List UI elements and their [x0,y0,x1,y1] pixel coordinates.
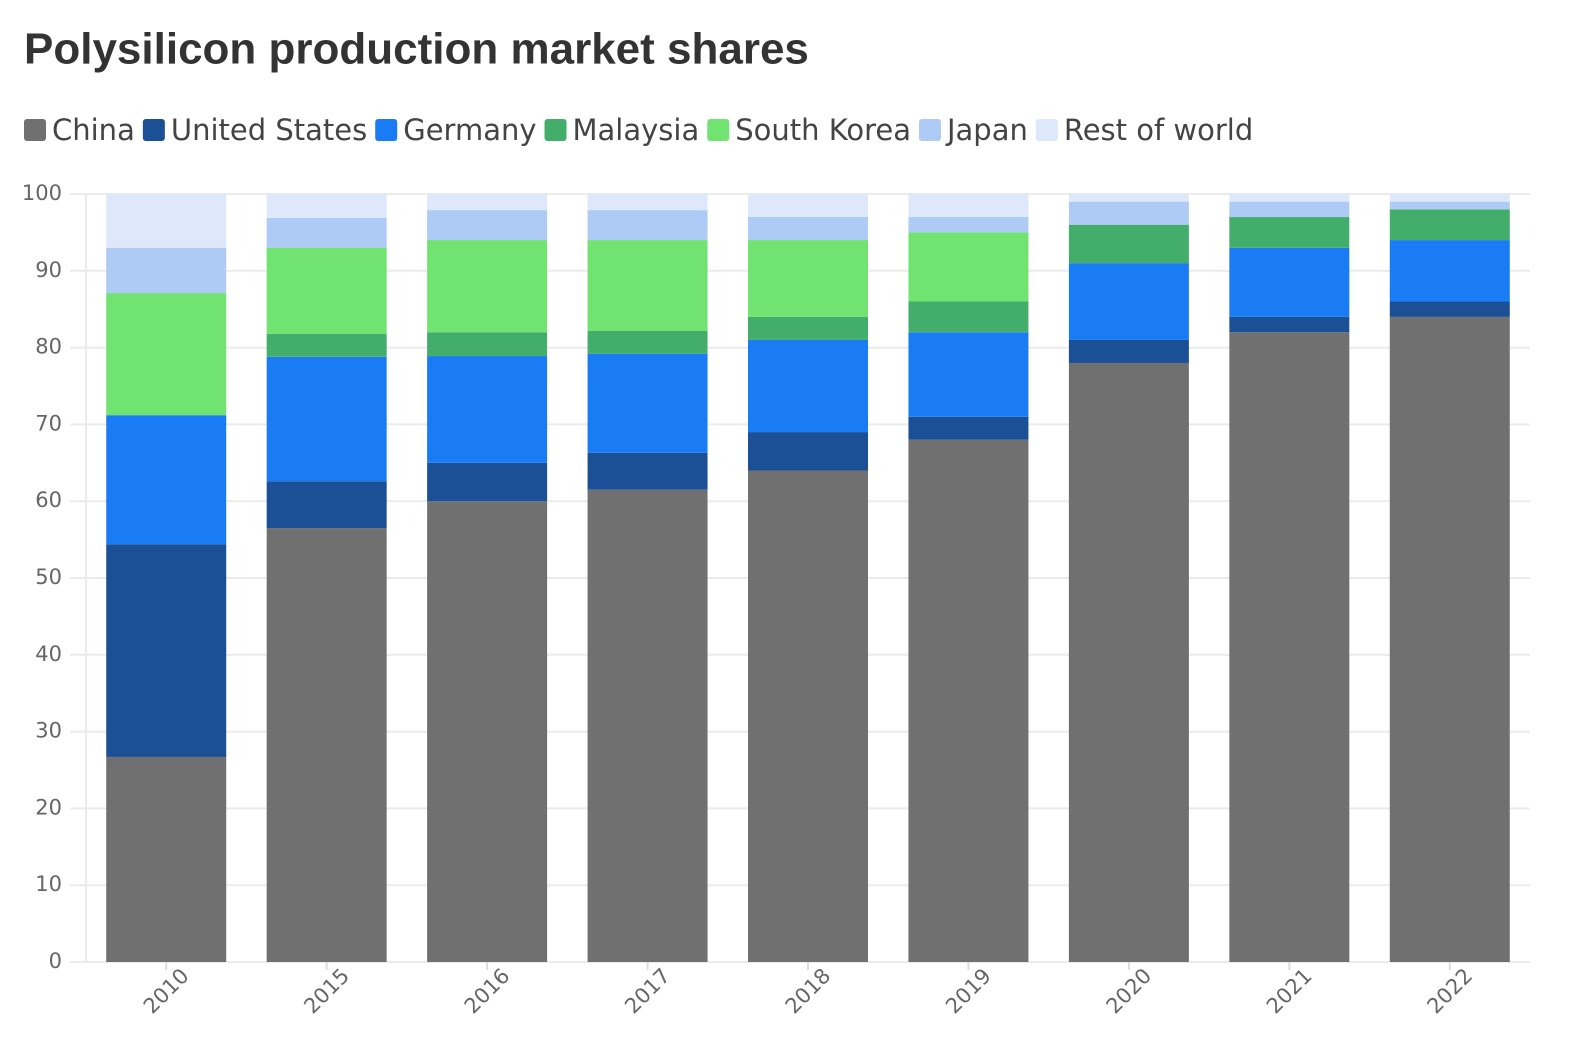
bar-segment [1068,339,1189,363]
bar-segment [587,194,708,211]
legend-label: Malaysia [573,113,700,147]
y-tick-label: 100 [22,181,62,205]
bar-segment [1389,240,1510,302]
bar-segment [266,528,387,962]
bar-segment [1229,332,1350,962]
bar-segment [748,470,868,962]
bar-segment [266,247,387,334]
bar-segment [427,356,548,463]
bar-segment [908,439,1029,962]
bar-segment [427,240,548,333]
bar-segment [427,501,548,962]
x-tick-label: 2021 [1262,964,1317,1019]
bar-segment [427,462,548,502]
bar-segment [908,332,1029,417]
x-tick-label: 2016 [460,964,515,1019]
legend-label: Japan [945,113,1028,147]
x-tick-label: 2010 [139,964,194,1019]
y-tick-label: 60 [35,488,62,512]
bar-segment [587,240,708,331]
legend-label: China [52,113,135,147]
bar-segment [1229,247,1350,317]
x-tick-label: 2017 [620,964,675,1019]
bar-segment [1389,194,1510,202]
y-tick-label: 40 [35,642,62,666]
bar-segment [748,432,868,471]
legend-label: Germany [403,113,536,147]
bar-segment [427,210,548,241]
legend-swatch [142,119,165,141]
bar-segment [1389,209,1510,241]
bar-segment [1068,362,1189,963]
y-tick-label: 90 [35,258,62,282]
legend-label: United States [171,113,367,147]
bar-segment [908,416,1029,440]
y-tick-label: 0 [49,949,62,973]
legend-swatch [24,119,46,141]
y-tick-label: 70 [35,411,62,435]
legend-swatch [375,119,398,141]
bar-segment [908,232,1029,302]
bar-segment [748,240,868,317]
y-tick-label: 80 [35,335,62,359]
legend-label: South Korea [735,113,911,147]
bar-segment [266,356,387,482]
bar-segment [1229,217,1350,248]
bar-segment [106,293,227,416]
bar-segment [908,194,1029,218]
bar-segment [1389,316,1510,962]
x-tick-label: 2019 [941,964,996,1019]
bar-segment [587,489,708,962]
bar-segment [908,301,1029,333]
legend-swatch [1035,119,1058,141]
x-tick-label: 2022 [1422,964,1477,1019]
bar-segment [587,452,708,490]
bar-segment [748,316,868,340]
bar-segment [1389,301,1510,317]
bar-segment [1229,194,1350,202]
bar-segment [1068,194,1189,202]
bar-segment [908,217,1029,233]
bar-segment [106,415,227,545]
bar-segment [1389,201,1510,210]
bar-segment [427,332,548,357]
bar-segment [1229,201,1350,218]
bar-segment [106,544,227,757]
bar-segment [427,194,548,211]
x-tick-label: 2018 [781,964,836,1019]
bar-segment [106,756,227,962]
legend-swatch [707,119,730,141]
chart-title: Polysilicon production market shares [24,25,809,74]
bar-segment [266,333,387,357]
bar-segment [266,481,387,529]
bar-segment [106,194,227,248]
bar-segment [266,194,387,218]
x-tick-label: 2020 [1102,964,1157,1019]
y-tick-label: 50 [35,565,62,589]
bar-segment [748,217,868,241]
bar-segment [106,247,227,294]
x-tick-label: 2015 [299,964,354,1019]
y-tick-label: 20 [35,795,62,819]
bar-segment [748,339,868,433]
legend-label: Rest of world [1064,113,1253,147]
bar-segment [1068,201,1189,225]
bar-segment [748,194,868,218]
y-tick-label: 30 [35,719,62,743]
bar-segment [1068,263,1189,340]
bar-segment [1229,316,1350,333]
bar-segment [587,210,708,241]
y-tick-label: 10 [35,872,62,896]
legend-swatch [544,119,567,141]
bar-segment [1068,224,1189,264]
legend-swatch [918,119,941,141]
bar-segment [587,353,708,453]
bar-segment [587,330,708,354]
bar-segment [266,217,387,248]
